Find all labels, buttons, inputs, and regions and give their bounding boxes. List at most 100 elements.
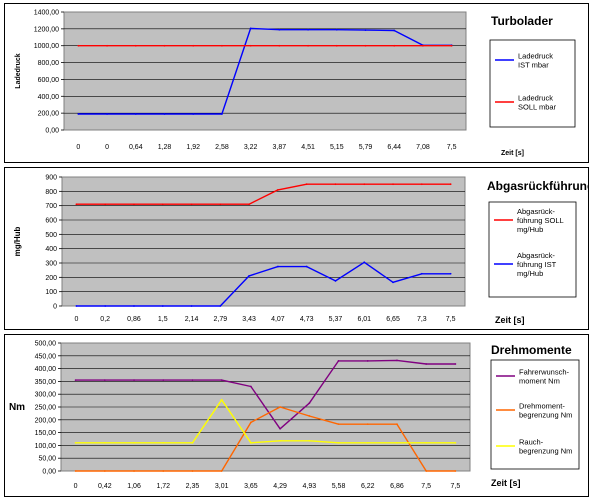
data-point: [75, 305, 78, 307]
data-point: [133, 441, 135, 444]
y-tick-label: 600,00: [38, 77, 60, 84]
y-tick-label: 700: [45, 203, 57, 210]
data-point: [279, 406, 282, 408]
legend-label: mg/Hub: [517, 269, 543, 278]
series-line: [76, 261, 451, 307]
y-tick-label: 200,00: [38, 111, 60, 118]
y-tick-label: 900: [45, 175, 57, 182]
legend-label: begrenzung Nm: [519, 447, 572, 456]
data-point: [425, 441, 428, 444]
data-point: [161, 305, 164, 307]
data-point: [307, 44, 309, 47]
x-tick-label: 7,5: [446, 316, 456, 323]
x-tick-label: 2,79: [214, 316, 228, 323]
data-point: [305, 183, 308, 186]
data-point: [279, 439, 282, 442]
x-tick-label: 1,92: [186, 144, 200, 151]
plot-area: [63, 11, 467, 131]
x-tick-label: 4,29: [273, 483, 287, 490]
y-tick-label: 0: [53, 304, 57, 311]
data-point: [220, 379, 223, 382]
series-line: [75, 359, 456, 430]
data-point: [334, 280, 337, 282]
legend-label: Abgasrück-: [517, 207, 555, 216]
data-point: [396, 359, 398, 362]
y-tick-label: 150,00: [35, 430, 57, 437]
x-tick-label: 0: [74, 483, 78, 490]
x-tick-label: 2,58: [215, 144, 229, 151]
y-tick-label: 50,00: [38, 456, 56, 463]
x-tick-label: 7,3: [417, 316, 427, 323]
y-tick-label: 1200,00: [34, 26, 59, 33]
x-tick-label: 1,06: [127, 483, 141, 490]
legend-label: Ladedruck: [518, 94, 553, 103]
legend-box: [490, 359, 580, 470]
chart-svg-abgasrueckfuehrung: 0 100 200 300 400 500 600 700 800 900 0 0,2 0,86 1,5 2…: [4, 167, 589, 330]
data-point: [450, 44, 453, 47]
chart-title: Abgasrückführung: [487, 179, 589, 193]
y-axis-label: Nm: [9, 402, 25, 413]
data-point: [278, 28, 281, 31]
data-point: [77, 113, 80, 115]
data-point: [249, 441, 252, 444]
y-tick-label: 600: [45, 218, 57, 225]
data-point: [192, 44, 195, 47]
data-point: [133, 470, 135, 472]
data-point: [392, 281, 394, 284]
x-tick-label: 2,14: [185, 316, 199, 323]
legend-label: führung IST: [517, 260, 557, 269]
y-tick-label: 100,00: [35, 443, 57, 450]
data-point: [337, 441, 340, 444]
data-point: [307, 28, 309, 31]
legend-label: SOLL mbar: [518, 103, 557, 112]
y-tick-label: 500,00: [35, 341, 57, 348]
x-tick-label: 6,65: [386, 316, 400, 323]
data-point: [106, 44, 108, 47]
y-tick-label: 250,00: [35, 405, 57, 412]
x-tick-label: 5,15: [330, 144, 344, 151]
chart-drehmomente: 0,00 50,00 100,00 150,00 200,00 250,00 300,00 3…: [4, 334, 589, 497]
x-axis-label: Zeit [s]: [491, 478, 521, 488]
legend-label: Ladedruck: [518, 52, 553, 61]
data-point: [449, 183, 452, 186]
legend-box: [488, 201, 577, 298]
y-tick-label: 1000,00: [34, 43, 59, 50]
data-point: [249, 44, 252, 47]
data-point: [308, 415, 311, 417]
data-point: [305, 265, 308, 268]
data-point: [393, 44, 396, 47]
data-point: [74, 441, 77, 444]
x-tick-label: 4,73: [300, 316, 314, 323]
y-tick-label: 500: [45, 232, 57, 239]
x-tick-label: 1,5: [158, 316, 168, 323]
y-tick-label: 200: [45, 275, 57, 282]
data-point: [366, 441, 369, 444]
chart-svg-turbolader: 0,00 200,00 400,00 600,00 800,00 1000,00 1200,…: [4, 3, 589, 163]
data-point: [162, 379, 165, 382]
data-point: [75, 203, 78, 206]
data-point: [308, 402, 311, 405]
data-point: [161, 203, 164, 206]
y-tick-label: 200,00: [35, 417, 57, 424]
data-point: [279, 427, 282, 430]
data-point: [454, 470, 457, 472]
legend-label: moment Nm: [519, 377, 560, 386]
data-point: [396, 423, 398, 426]
x-tick-label: 6,86: [390, 483, 404, 490]
data-point: [363, 261, 366, 264]
data-point: [163, 44, 166, 47]
data-point: [133, 379, 135, 382]
chart-svg-drehmomente: 0,00 50,00 100,00 150,00 200,00 250,00 300,00 3…: [4, 334, 589, 497]
data-point: [335, 28, 338, 31]
y-tick-label: 100: [45, 289, 57, 296]
data-point: [308, 439, 311, 442]
data-point: [191, 441, 194, 444]
data-point: [363, 183, 366, 186]
legend-label: IST mbar: [518, 61, 549, 70]
data-point: [393, 29, 396, 32]
data-point: [104, 305, 107, 307]
legend-box: [489, 39, 576, 128]
data-point: [396, 441, 398, 444]
data-point: [77, 44, 80, 47]
y-tick-label: 450,00: [35, 353, 57, 360]
